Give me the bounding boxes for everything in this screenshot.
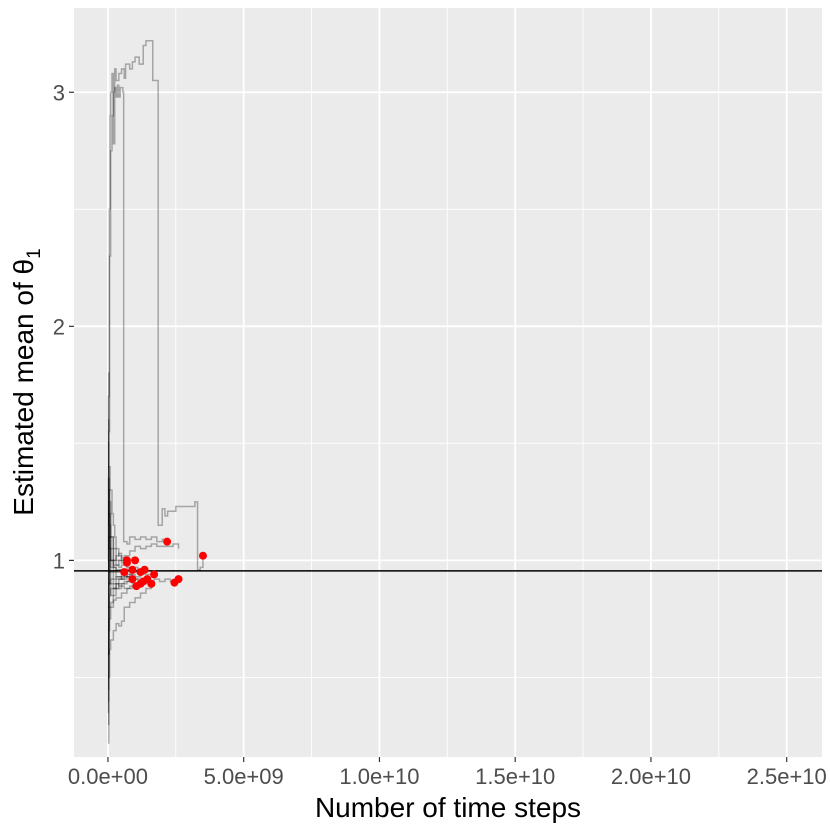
end-point [170,578,179,587]
y-axis-title-subscript: 1 [24,248,45,259]
x-tick-label: 0.0e+00 [68,764,148,789]
trace-line [107,419,125,561]
trace-line [107,84,168,655]
grid-minor [74,8,822,757]
plot-background [74,8,822,757]
trace-line [107,501,127,585]
x-axis: 0.0e+00 5.0e+09 1.0e+10 1.5e+10 2.0e+10 2.5e+… [68,757,827,789]
end-point [120,568,129,577]
x-axis-title: Number of time steps [315,792,581,823]
x-tick-label: 2.0e+10 [611,764,691,789]
trace-line [107,477,141,590]
y-axis-title-main: Estimated mean of θ [8,259,39,516]
y-axis-title: Estimated mean of θ1 [8,248,45,515]
trace-line [107,536,133,590]
end-point [122,558,131,567]
trace-line [107,442,142,597]
y-tick-label: 1 [53,548,65,573]
trace-line [107,580,144,725]
end-point [163,537,172,546]
end-point [150,570,159,579]
end-point [131,556,140,565]
trace-line [107,583,153,744]
end-point [128,565,137,574]
end-point [128,575,137,584]
y-tick-label: 3 [53,80,65,105]
grid-major [74,8,822,757]
end-point [147,579,156,588]
x-tick-label: 1.5e+10 [475,764,555,789]
y-axis: 1 2 3 [53,80,74,573]
end-point [132,582,141,591]
y-tick-label: 2 [53,314,65,339]
trace-line [107,512,180,566]
x-tick-label: 2.5e+10 [747,764,827,789]
end-points [120,537,207,591]
trace-line [107,585,137,690]
x-tick-label: 5.0e+09 [204,764,284,789]
end-point [140,565,149,574]
trace-line [107,372,134,573]
x-tick-label: 1.0e+10 [339,764,419,789]
end-point [198,551,207,560]
trace-line [107,40,204,714]
